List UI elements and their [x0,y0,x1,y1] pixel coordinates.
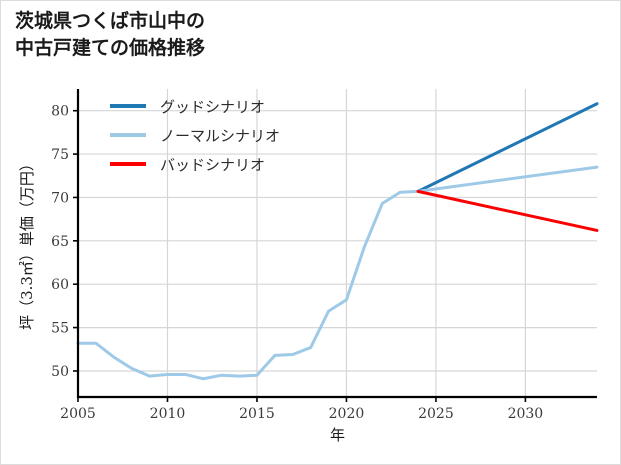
xtick-label-4: 2025 [418,406,454,422]
series-line-グッドシナリオ [416,102,599,193]
ytick-label-6: 80 [51,104,69,120]
ytick-label-1: 55 [51,321,69,337]
axis-ticks: 50 55 60 65 70 75 80 2005 2010 2015 2020 2025 2030 [51,104,543,422]
legend-label-1: ノーマルシナリオ [160,127,280,145]
gridlines-group [77,89,597,397]
legend-label-0: グッドシナリオ [160,98,265,116]
series-line-ノーマルシナリオ [76,165,599,381]
xtick-label-2: 2015 [239,406,275,422]
ytick-label-5: 75 [51,147,69,163]
ytick-label-4: 70 [51,190,69,206]
series-group [76,102,599,381]
xtick-label-5: 2030 [508,406,544,422]
ytick-label-0: 50 [51,364,69,380]
axis-spine-lb [76,89,597,399]
y-axis-label: 坪（3.3㎡）単価（万円） [18,156,36,330]
xtick-label-3: 2020 [329,406,365,422]
legend-label-2: バッドシナリオ [160,156,265,174]
chart-title: 茨城県つくば市山中の 中古戸建ての価格推移 [15,11,206,59]
series-line-バッドシナリオ [416,189,599,232]
ytick-label-3: 65 [51,234,69,250]
xtick-label-0: 2005 [60,406,96,422]
axis-spines [76,89,597,399]
xtick-label-1: 2010 [150,406,186,422]
x-axis-label: 年 [330,426,345,444]
ytick-label-2: 60 [51,277,69,293]
